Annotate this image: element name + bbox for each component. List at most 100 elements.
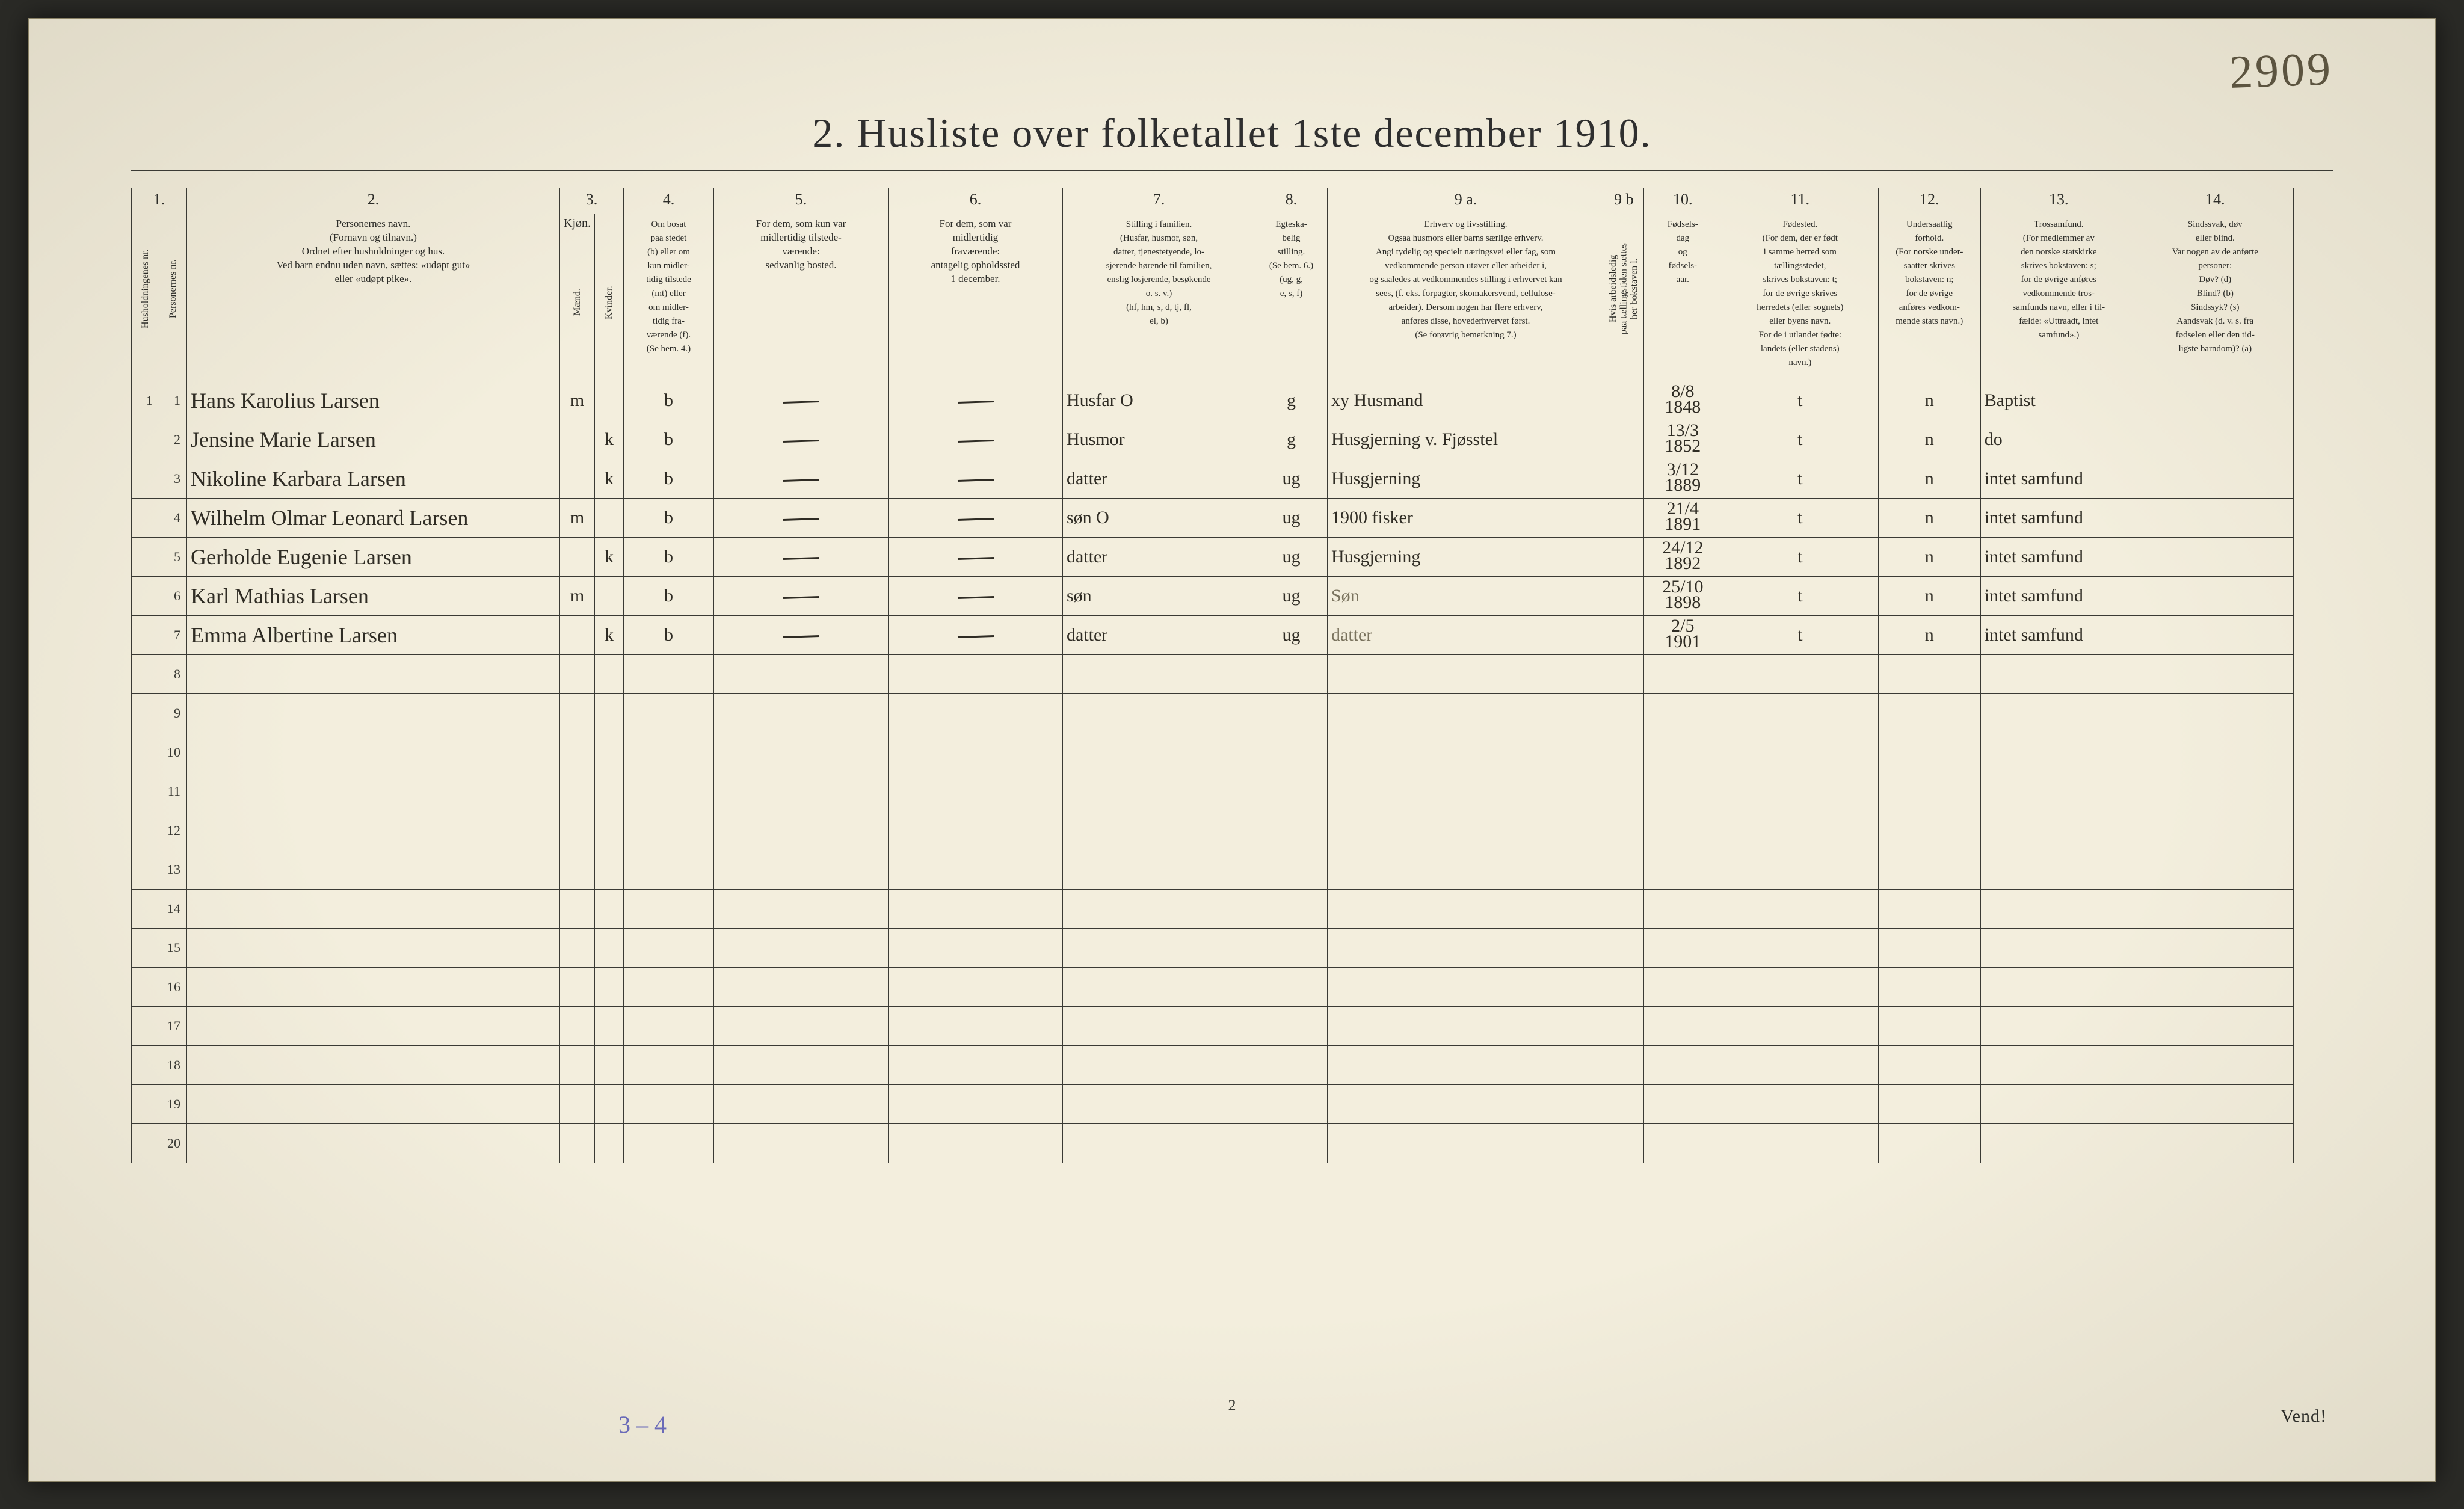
cell-blank (1328, 1046, 1604, 1085)
colnum-9a: 9 a. (1328, 188, 1604, 214)
cell-blank (1722, 1124, 1878, 1163)
hdr-undersaat: Undersaatligforhold.(For norske under-sa… (1878, 214, 1980, 381)
cell-blank (595, 1085, 624, 1124)
cell-blank (187, 772, 560, 811)
census-table: 1. 2. 3. 4. 5. 6. 7. 8. 9 a. 9 b 10. 11.… (131, 188, 2294, 1163)
cell-blank (187, 850, 560, 890)
hdr-hushold-nr: Husholdningenes nr. (132, 214, 159, 381)
cell-blank (1328, 1085, 1604, 1124)
cell-blank (560, 811, 595, 850)
cell-blank (2137, 890, 2293, 929)
cell-blank (1722, 1085, 1878, 1124)
cell-person-nr: 1 (159, 381, 187, 420)
cell-blank (595, 1046, 624, 1085)
cell-blank (595, 929, 624, 968)
cell-arbeidsledig (1604, 459, 1644, 499)
cell-person-nr: 2 (159, 420, 187, 459)
cell-blank (1643, 733, 1722, 772)
cell-blank (1878, 655, 1980, 694)
cell-blank (1722, 733, 1878, 772)
cell-bosat: b (624, 381, 714, 420)
table-row: 7Emma Albertine Larsenkbdatterugdatter2/… (132, 616, 2294, 655)
cell-blank (1980, 1124, 2137, 1163)
cell-blank (1980, 733, 2137, 772)
cell-blank (1328, 772, 1604, 811)
colnum-9b: 9 b (1604, 188, 1644, 214)
page-title: 2. Husliste over folketallet 1ste decemb… (29, 109, 2435, 157)
cell-blank (624, 811, 714, 850)
cell-bosat: b (624, 459, 714, 499)
cell-familiestilling: Husmor (1063, 420, 1255, 459)
cell-blank (187, 655, 560, 694)
cell-blank (1255, 1085, 1328, 1124)
cell-blank (714, 655, 889, 694)
cell-blank (2137, 694, 2293, 733)
hdr-fodselsdato: Fødsels-dagogfødsels-aar. (1643, 214, 1722, 381)
cell-blank (889, 655, 1063, 694)
cell-blank (1722, 1046, 1878, 1085)
cell-blank (889, 1124, 1063, 1163)
cell-fodested: t (1722, 459, 1878, 499)
cell-blank (1328, 733, 1604, 772)
cell-blank (714, 929, 889, 968)
colnum-11: 11. (1722, 188, 1878, 214)
cell-blank (560, 733, 595, 772)
cell-blank (2137, 968, 2293, 1007)
cell-arbeidsledig (1604, 499, 1644, 538)
colnum-5: 5. (714, 188, 889, 214)
cell-kjon-m (560, 420, 595, 459)
cell-hushold-nr (132, 890, 159, 929)
cell-blank (187, 1007, 560, 1046)
table-row: 15 (132, 929, 2294, 968)
cell-blank (714, 1046, 889, 1085)
cell-blank (1063, 1124, 1255, 1163)
colnum-13: 13. (1980, 188, 2137, 214)
cell-kjon-m: m (560, 499, 595, 538)
cell-fravaerende (889, 616, 1063, 655)
cell-trossamfund: intet samfund (1980, 538, 2137, 577)
hdr-kjon-m: Kjøn.Mænd. (560, 214, 595, 381)
cell-blank (1063, 1007, 1255, 1046)
cell-fravaerende (889, 499, 1063, 538)
colnum-14: 14. (2137, 188, 2293, 214)
cell-blank (1063, 890, 1255, 929)
cell-egteskab: ug (1255, 538, 1328, 577)
cell-familiestilling: søn (1063, 577, 1255, 616)
table-row: 10 (132, 733, 2294, 772)
cell-blank (1328, 968, 1604, 1007)
cell-undersaat: n (1878, 616, 1980, 655)
cell-blank (595, 772, 624, 811)
cell-kjon-k (595, 577, 624, 616)
cell-erhverv: 1900 fisker (1328, 499, 1604, 538)
table-row: 20 (132, 1124, 2294, 1163)
table-head: 1. 2. 3. 4. 5. 6. 7. 8. 9 a. 9 b 10. 11.… (132, 188, 2294, 381)
cell-sindssvak (2137, 577, 2293, 616)
cell-bosat: b (624, 577, 714, 616)
cell-blank (1722, 890, 1878, 929)
cell-blank (1255, 890, 1328, 929)
cell-trossamfund: intet samfund (1980, 577, 2137, 616)
cell-blank (624, 772, 714, 811)
cell-hushold-nr (132, 655, 159, 694)
cell-blank (1255, 694, 1328, 733)
cell-blank (624, 1007, 714, 1046)
cell-blank (1604, 811, 1644, 850)
cell-fravaerende (889, 381, 1063, 420)
cell-blank (1255, 929, 1328, 968)
cell-kjon-m: m (560, 381, 595, 420)
cell-midl-tilstede (714, 459, 889, 499)
cell-blank (1878, 733, 1980, 772)
cell-egteskab: g (1255, 420, 1328, 459)
cell-kjon-k: k (595, 459, 624, 499)
cell-blank (1878, 968, 1980, 1007)
cell-blank (560, 655, 595, 694)
cell-blank (1980, 1046, 2137, 1085)
cell-blank (714, 811, 889, 850)
cell-blank (1255, 811, 1328, 850)
cell-arbeidsledig (1604, 616, 1644, 655)
cell-person-nr: 5 (159, 538, 187, 577)
cell-blank (1604, 850, 1644, 890)
cell-fodselsdato: 3/121889 (1643, 459, 1722, 499)
cell-blank (889, 1007, 1063, 1046)
cell-blank (1328, 811, 1604, 850)
